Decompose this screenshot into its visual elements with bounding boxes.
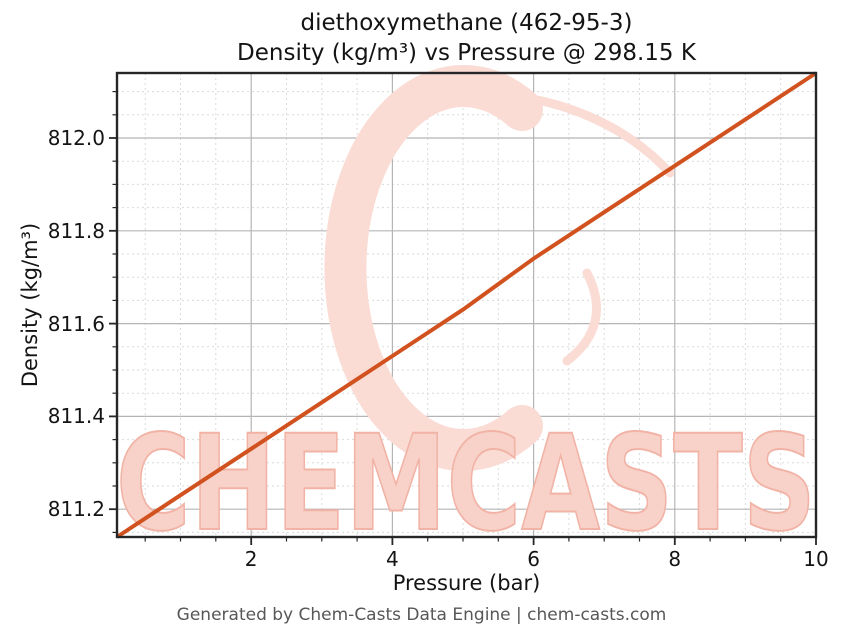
y-tick-label: 811.6 [47, 311, 105, 336]
watermark-tail [562, 268, 602, 366]
x-tick-label: 8 [668, 547, 682, 571]
chart-title-line2: Density (kg/m³) vs Pressure @ 298.15 K [237, 40, 696, 66]
chart-title-line1: diethoxymethane (462-95-3) [300, 10, 633, 36]
watermark-text: CHEMCASTS [116, 407, 816, 561]
data-line [115, 71, 818, 539]
y-tick-label: 812.0 [47, 125, 105, 150]
footer-credit: Generated by Chem-Casts Data Engine | ch… [176, 605, 667, 625]
x-tick-label: 4 [385, 547, 399, 571]
grid-major [117, 73, 817, 537]
watermark-swirl [382, 89, 675, 178]
y-tick-label: 811.8 [47, 218, 105, 243]
watermark-logo [324, 65, 675, 471]
x-tick-label: 10 [803, 547, 829, 571]
y-tick-label: 811.2 [47, 497, 105, 522]
plot-border [115, 71, 818, 539]
y-axis-label: Density (kg/m³) [18, 222, 42, 388]
watermark-ring [324, 65, 543, 471]
x-tick-label: 2 [244, 547, 258, 571]
plot-area: CHEMCASTS [109, 65, 818, 562]
x-axis-label: Pressure (bar) [392, 571, 541, 595]
y-tick-label: 811.4 [47, 404, 105, 429]
x-tick-label: 6 [527, 547, 540, 571]
chart-title: diethoxymethane (462-95-3) Density (kg/m… [117, 8, 816, 68]
